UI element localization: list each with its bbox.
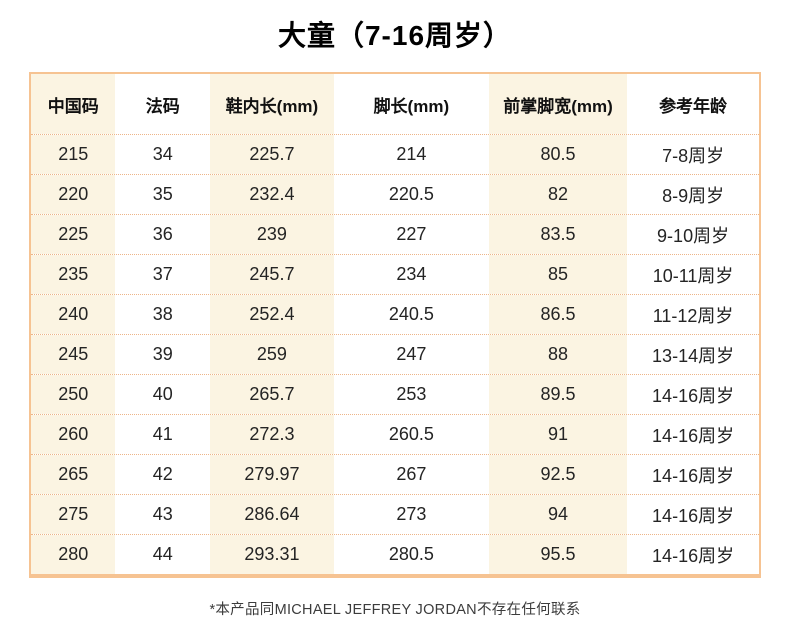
table-cell: 265.7 — [210, 375, 334, 414]
header-cell: 前掌脚宽(mm) — [488, 74, 628, 134]
table-row: 235 37 245.7 234 85 10-11周岁 — [31, 254, 759, 294]
table-cell: 82 — [488, 175, 628, 214]
header-cell: 法码 — [145, 96, 180, 116]
table-cell: 220 — [31, 175, 116, 214]
table-cell: 95.5 — [488, 535, 628, 574]
header-cell: 脚长(mm) — [373, 96, 450, 116]
header-cell: 中国码 — [31, 74, 116, 134]
table-cell: 260 — [31, 415, 116, 454]
table-cell: 14-16周岁 — [652, 385, 735, 406]
table-cell: 250 — [31, 375, 116, 414]
table-cell: 240 — [31, 295, 116, 334]
header-cell: 鞋内长(mm) — [210, 74, 334, 134]
table-cell: 14-16周岁 — [652, 465, 735, 486]
table-row: 260 41 272.3 260.5 91 14-16周岁 — [31, 414, 759, 454]
table-cell: 245 — [31, 335, 116, 374]
table-cell: 247 — [396, 344, 427, 364]
table-cell: 280 — [31, 535, 116, 574]
table-cell: 293.31 — [210, 535, 334, 574]
table-cell: 44 — [152, 544, 173, 564]
table-cell: 214 — [396, 144, 427, 164]
table-cell: 43 — [152, 504, 173, 524]
table-cell: 34 — [152, 144, 173, 164]
table-row: 215 34 225.7 214 80.5 7-8周岁 — [31, 134, 759, 174]
table-cell: 235 — [31, 255, 116, 294]
table-cell: 245.7 — [210, 255, 334, 294]
table-cell: 14-16周岁 — [652, 505, 735, 526]
table-cell: 239 — [210, 215, 334, 254]
table-cell: 14-16周岁 — [652, 545, 735, 566]
table-cell: 279.97 — [210, 455, 334, 494]
table-cell: 273 — [396, 504, 427, 524]
table-cell: 225.7 — [210, 135, 334, 174]
table-cell: 86.5 — [488, 295, 628, 334]
table-cell: 94 — [488, 495, 628, 534]
table-row: 220 35 232.4 220.5 82 8-9周岁 — [31, 174, 759, 214]
table-cell: 10-11周岁 — [652, 265, 734, 286]
table-cell: 240.5 — [388, 304, 434, 324]
table-header-row: 中国码 法码 鞋内长(mm) 脚长(mm) 前掌脚宽(mm) 参考年龄 — [31, 74, 759, 134]
table-cell: 83.5 — [488, 215, 628, 254]
table-row: 240 38 252.4 240.5 86.5 11-12周岁 — [31, 294, 759, 334]
disclaimer-text: *本产品同MICHAEL JEFFREY JORDAN不存在任何联系 — [209, 602, 581, 618]
table-cell: 37 — [152, 264, 173, 284]
table-cell: 234 — [396, 264, 427, 284]
table-cell: 265 — [31, 455, 116, 494]
table-cell: 8-9周岁 — [662, 185, 725, 206]
table-cell: 275 — [31, 495, 116, 534]
table-cell: 38 — [152, 304, 173, 324]
table-cell: 14-16周岁 — [652, 425, 735, 446]
table-cell: 260.5 — [388, 424, 434, 444]
table-cell: 252.4 — [210, 295, 334, 334]
table-row: 250 40 265.7 253 89.5 14-16周岁 — [31, 374, 759, 414]
table-cell: 41 — [152, 424, 173, 444]
table-cell: 36 — [152, 224, 173, 244]
header-cell: 参考年龄 — [659, 96, 728, 116]
table-cell: 232.4 — [210, 175, 334, 214]
table-cell: 225 — [31, 215, 116, 254]
table-cell: 215 — [31, 135, 116, 174]
table-cell: 220.5 — [388, 184, 434, 204]
table-row: 245 39 259 247 88 13-14周岁 — [31, 334, 759, 374]
table-cell: 272.3 — [210, 415, 334, 454]
size-table: 中国码 法码 鞋内长(mm) 脚长(mm) 前掌脚宽(mm) 参考年龄 215 34 225.7… — [29, 72, 761, 578]
table-cell: 259 — [210, 335, 334, 374]
table-cell: 7-8周岁 — [662, 145, 725, 166]
table-cell: 92.5 — [488, 455, 628, 494]
table-cell: 89.5 — [488, 375, 628, 414]
page-title: 大童（7-16周岁） — [277, 20, 513, 51]
table-cell: 39 — [152, 344, 173, 364]
table-cell: 88 — [488, 335, 628, 374]
table-cell: 267 — [396, 464, 427, 484]
table-cell: 40 — [152, 384, 173, 404]
table-cell: 9-10周岁 — [657, 225, 730, 246]
table-cell: 80.5 — [488, 135, 628, 174]
table-row: 280 44 293.31 280.5 95.5 14-16周岁 — [31, 534, 759, 574]
table-cell: 91 — [488, 415, 628, 454]
table-cell: 280.5 — [388, 544, 434, 564]
table-cell: 85 — [488, 255, 628, 294]
table-cell: 286.64 — [210, 495, 334, 534]
table-row: 275 43 286.64 273 94 14-16周岁 — [31, 494, 759, 534]
table-cell: 35 — [152, 184, 173, 204]
table-cell: 42 — [152, 464, 173, 484]
table-cell: 253 — [396, 384, 427, 404]
table-cell: 13-14周岁 — [652, 345, 735, 366]
table-row: 225 36 239 227 83.5 9-10周岁 — [31, 214, 759, 254]
table-row: 265 42 279.97 267 92.5 14-16周岁 — [31, 454, 759, 494]
table-cell: 227 — [396, 224, 427, 244]
table-cell: 11-12周岁 — [652, 305, 734, 326]
